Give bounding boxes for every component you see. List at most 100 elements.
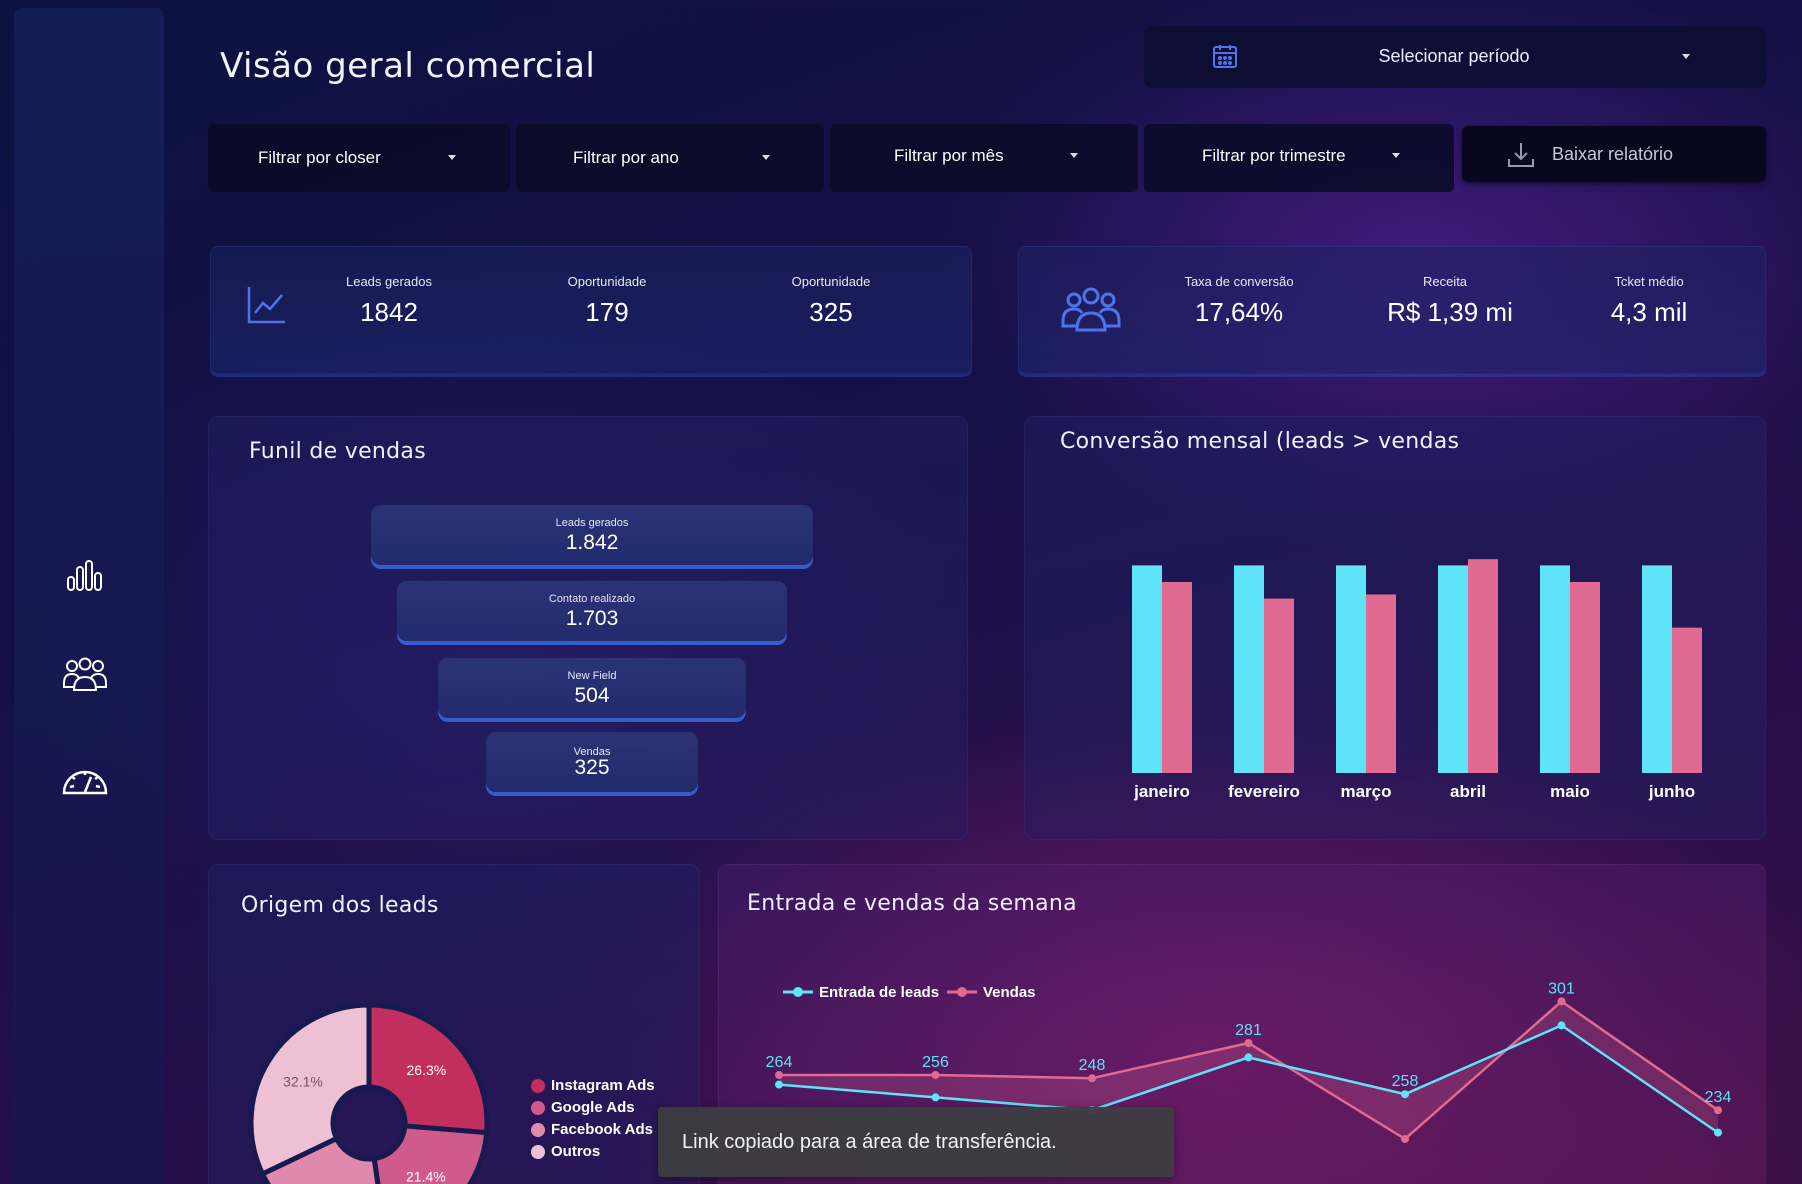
- sidebar: [14, 8, 164, 1184]
- bar: [1438, 565, 1468, 773]
- x-tick-label: maio: [1550, 782, 1590, 801]
- legend-swatch: [531, 1100, 545, 1115]
- funnel-step-label: Vendas: [573, 746, 611, 758]
- funnel-step-label: Contato realizado: [548, 593, 636, 605]
- pie-data-label: 21.4%: [406, 1168, 446, 1184]
- legend-label: Instagram Ads: [551, 1077, 655, 1094]
- filter-quarter[interactable]: Filtrar por trimestre: [1144, 124, 1454, 192]
- legend-marker: [793, 987, 803, 997]
- funnel-step-label: New Field: [567, 670, 617, 682]
- filter-month-label: Filtrar por mês: [894, 146, 1004, 165]
- origin-legend: Instagram Ads Google Ads Facebook Ads Outro…: [531, 1077, 691, 1177]
- monthly-conversion-title: Conversão mensal (leads > vendas: [1060, 429, 1460, 454]
- speedometer-icon[interactable]: [60, 754, 110, 804]
- funnel-step-value: 1.703: [565, 607, 619, 630]
- data-label: 256: [922, 1054, 949, 1071]
- period-selector[interactable]: Selecionar período: [1144, 26, 1766, 88]
- kpi-label: Receita: [1422, 274, 1468, 289]
- funnel-step-label: Leads gerados: [555, 517, 629, 529]
- chevron-down-icon: [762, 155, 770, 160]
- filter-quarter-label: Filtrar por trimestre: [1202, 146, 1346, 165]
- kpi-label: Tcket médio: [1614, 274, 1684, 289]
- bar: [1672, 627, 1702, 773]
- filter-year[interactable]: Filtrar por ano: [516, 124, 824, 192]
- data-label: 301: [1548, 980, 1575, 997]
- toast-message: Link copiado para a área de transferênci…: [682, 1131, 1057, 1153]
- origin-panel: Origem dos leads 26.3%21.4%20.2%32.1% In…: [208, 864, 700, 1184]
- funnel-step-value: 325: [574, 756, 610, 779]
- data-point: [1714, 1106, 1722, 1115]
- legend-label: Vendas: [983, 984, 1036, 1001]
- legend-swatch: [531, 1122, 545, 1137]
- pie-slice: [371, 1123, 490, 1184]
- download-label: Baixar relatório: [1552, 144, 1674, 164]
- data-point: [931, 1071, 940, 1079]
- bar: [1570, 581, 1600, 773]
- bar: [1162, 581, 1192, 773]
- funnel-step: Vendas 325: [486, 732, 698, 792]
- data-point: [1714, 1128, 1722, 1137]
- data-point: [775, 1071, 783, 1079]
- data-point: [1244, 1039, 1253, 1047]
- kpi-value: 4,3 mil: [1610, 297, 1688, 327]
- users-icon: [1061, 287, 1121, 338]
- kpi-label: Oportunidade: [791, 274, 871, 289]
- kpi-card-leads: Leads gerados 1842 Oportunidade 179 Opor…: [210, 246, 972, 374]
- legend-item: Outros: [531, 1143, 600, 1160]
- download-report-button[interactable]: Baixar relatório: [1462, 126, 1766, 182]
- x-tick-label: junho: [1648, 782, 1695, 801]
- bar-chart-icon[interactable]: [60, 550, 110, 600]
- data-point: [931, 1093, 940, 1102]
- legend-marker: [957, 987, 967, 997]
- chevron-down-icon: [1392, 153, 1400, 158]
- filter-month[interactable]: Filtrar por mês: [830, 124, 1138, 192]
- legend-label: Facebook Ads: [551, 1121, 653, 1138]
- data-label: 258: [1392, 1073, 1419, 1090]
- legend-item: Facebook Ads: [531, 1121, 653, 1138]
- funnel-step: Leads gerados 1.842: [371, 505, 813, 565]
- x-tick-label: abril: [1450, 782, 1486, 801]
- funnel-step: Contato realizado 1.703: [397, 581, 787, 641]
- data-label: 264: [766, 1054, 793, 1071]
- kpi-value: 325: [809, 297, 853, 327]
- download-icon: [1506, 140, 1536, 175]
- data-point: [1557, 997, 1566, 1006]
- pie-data-label: 26.3%: [407, 1062, 447, 1078]
- kpi-value: 179: [585, 297, 629, 327]
- data-point: [1244, 1053, 1253, 1062]
- pie-slice: [259, 1135, 381, 1184]
- data-label: 234: [1705, 1089, 1732, 1106]
- bar: [1264, 598, 1294, 773]
- chevron-down-icon: [1070, 153, 1078, 158]
- bar: [1468, 559, 1498, 773]
- funnel-panel: Funil de vendas Leads gerados 1.842 Cont…: [208, 416, 968, 840]
- bar: [1366, 594, 1396, 773]
- data-point: [1401, 1090, 1409, 1099]
- kpi-label: Taxa de conversão: [1184, 274, 1294, 289]
- pie-slice: [248, 1002, 372, 1178]
- legend-item: Instagram Ads: [531, 1077, 655, 1094]
- funnel-step: New Field 504: [438, 658, 746, 718]
- x-tick-label: fevereiro: [1228, 782, 1300, 801]
- legend-label: Outros: [551, 1143, 601, 1160]
- kpi-label: Leads gerados: [345, 274, 432, 289]
- pie-slice: [366, 1002, 490, 1136]
- data-label: 248: [1079, 1057, 1106, 1074]
- bar: [1234, 565, 1264, 773]
- legend-item: Google Ads: [531, 1099, 635, 1116]
- weekly-title: Entrada e vendas da semana: [747, 891, 1077, 916]
- bar: [1642, 565, 1672, 773]
- monthly-bar-chart: janeiro fevereiro março abril maio junho: [1132, 559, 1702, 801]
- filter-closer-label: Filtrar por closer: [258, 148, 381, 167]
- legend-swatch: [531, 1144, 545, 1159]
- bar: [1336, 565, 1366, 773]
- calendar-icon: [1212, 43, 1238, 74]
- data-label: 281: [1235, 1022, 1262, 1039]
- line-chart-icon: [247, 285, 287, 330]
- filter-closer[interactable]: Filtrar por closer: [208, 124, 510, 192]
- legend-label: Entrada de leads: [819, 984, 939, 1001]
- data-point: [775, 1080, 783, 1089]
- users-icon[interactable]: [60, 650, 110, 700]
- kpi-value: 1842: [360, 297, 418, 327]
- x-tick-label: março: [1340, 782, 1391, 801]
